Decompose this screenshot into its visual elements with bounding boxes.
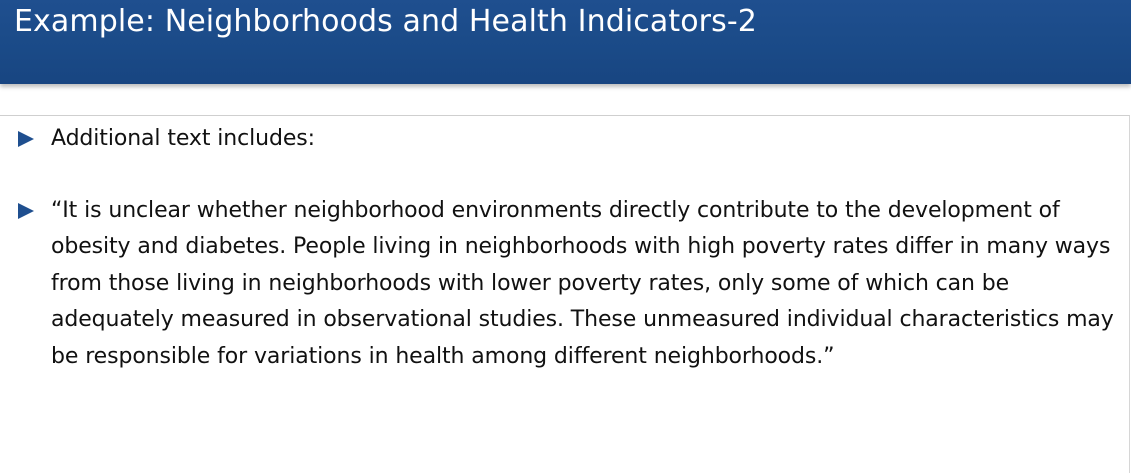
bullet-text: Additional text includes: (51, 126, 315, 151)
slide-title: Example: Neighborhoods and Health Indica… (14, 4, 757, 39)
play-triangle-icon (18, 131, 34, 147)
bullet-item-quote: “It is unclear whether neighborhood envi… (0, 193, 1131, 376)
content-frame (0, 115, 1130, 473)
bullet-item-additional-text: Additional text includes: (0, 121, 1131, 158)
quote-text: “It is unclear whether neighborhood envi… (51, 197, 1114, 369)
play-triangle-icon (18, 202, 34, 219)
title-bar: Example: Neighborhoods and Health Indica… (0, 0, 1131, 84)
bullet-list: Additional text includes: “It is unclear… (0, 121, 1131, 375)
